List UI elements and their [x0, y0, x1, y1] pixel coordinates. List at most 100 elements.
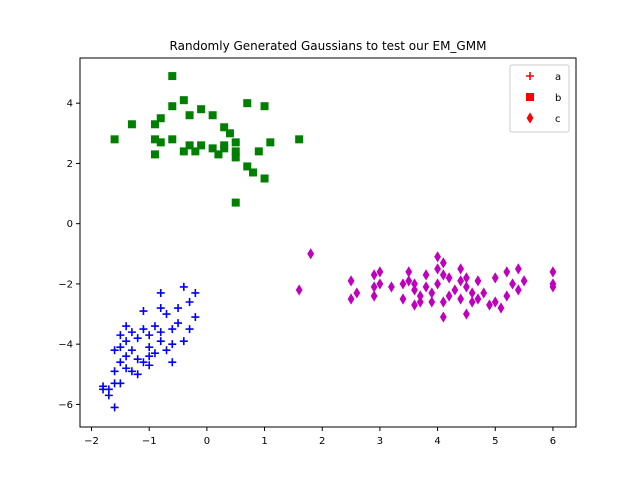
y-tick-label: −4 — [58, 340, 73, 351]
point-c — [416, 296, 424, 308]
point-c — [549, 266, 557, 278]
point-c — [439, 257, 447, 269]
point-a — [162, 310, 171, 319]
point-a — [116, 331, 125, 340]
point-a — [145, 331, 154, 340]
point-a — [133, 355, 142, 364]
point-a — [116, 358, 125, 367]
x-tick-label: −2 — [84, 436, 99, 447]
point-c — [434, 251, 441, 263]
legend-label-c: c — [555, 114, 561, 125]
point-c — [376, 278, 384, 290]
point-c — [491, 272, 499, 284]
axes-layer: −2 −1 0 1 2 3 4 5 6 −6 −4 −2 0 2 4 — [58, 99, 556, 447]
point-c — [295, 284, 303, 296]
point-c — [370, 269, 378, 281]
point-c — [486, 299, 493, 311]
point-a — [191, 288, 200, 297]
point-a — [185, 325, 194, 334]
x-tick-label: 3 — [377, 436, 383, 447]
point-b — [150, 120, 159, 129]
point-c — [474, 293, 482, 305]
point-b — [220, 123, 229, 132]
point-a — [110, 367, 119, 376]
x-tick-label: 6 — [550, 436, 556, 447]
point-b — [225, 129, 234, 138]
point-a — [168, 340, 177, 349]
point-b — [260, 102, 269, 111]
point-a — [110, 403, 119, 412]
point-c — [388, 281, 395, 293]
point-c — [416, 290, 424, 302]
point-b — [179, 96, 188, 105]
point-b — [231, 138, 240, 147]
point-b — [156, 114, 165, 123]
point-c — [411, 278, 418, 290]
point-a — [99, 385, 108, 394]
point-b — [214, 150, 223, 159]
point-c — [463, 281, 470, 293]
y-tick-label: 2 — [67, 159, 73, 170]
y-tick-label: −2 — [58, 279, 73, 290]
point-b — [231, 198, 240, 207]
point-c — [514, 284, 522, 296]
point-b — [179, 147, 188, 156]
point-a — [122, 364, 131, 373]
point-c — [491, 296, 499, 308]
point-c — [474, 275, 482, 287]
point-b — [168, 135, 177, 144]
point-c — [428, 287, 436, 299]
point-c — [399, 278, 407, 290]
point-b — [197, 141, 206, 150]
point-b — [168, 102, 177, 111]
legend-marker-c — [526, 112, 534, 124]
point-c — [370, 290, 378, 302]
y-tick-label: −6 — [58, 400, 73, 411]
point-c — [457, 263, 465, 275]
point-c — [463, 272, 470, 284]
point-a — [156, 304, 165, 313]
point-b — [220, 141, 229, 150]
point-c — [445, 272, 453, 284]
point-c — [480, 287, 488, 299]
point-b — [243, 99, 252, 108]
point-a — [150, 322, 159, 331]
point-a — [174, 319, 183, 328]
point-a — [133, 334, 142, 343]
point-a — [179, 282, 188, 291]
point-a — [116, 343, 125, 352]
x-tick-label: 4 — [434, 436, 440, 447]
point-b — [185, 111, 194, 120]
point-c — [468, 296, 476, 308]
point-c — [463, 308, 470, 320]
point-c — [497, 302, 505, 314]
point-c — [439, 269, 447, 281]
point-c — [422, 281, 430, 293]
point-a — [179, 337, 188, 346]
legend-box — [509, 64, 570, 133]
legend: abc — [509, 64, 570, 133]
point-b — [127, 120, 136, 129]
x-tick-label: 0 — [204, 436, 210, 447]
legend-marker-b — [526, 93, 534, 101]
point-b — [110, 135, 119, 144]
point-b — [231, 147, 240, 156]
x-tick-label: 1 — [261, 436, 267, 447]
point-b — [156, 138, 165, 147]
point-c — [428, 296, 436, 308]
point-a — [127, 328, 136, 337]
y-tick-label: 0 — [67, 219, 73, 230]
point-a — [122, 322, 131, 331]
point-c — [347, 293, 355, 305]
point-c — [399, 293, 407, 305]
point-c — [353, 287, 361, 299]
point-c — [509, 278, 516, 290]
legend-label-b: b — [555, 93, 561, 104]
x-tick-label: −1 — [142, 436, 157, 447]
point-a — [122, 352, 131, 361]
point-b — [231, 153, 240, 162]
point-c — [376, 266, 384, 278]
point-a — [122, 337, 131, 346]
point-a — [145, 352, 154, 361]
point-c — [503, 290, 511, 302]
